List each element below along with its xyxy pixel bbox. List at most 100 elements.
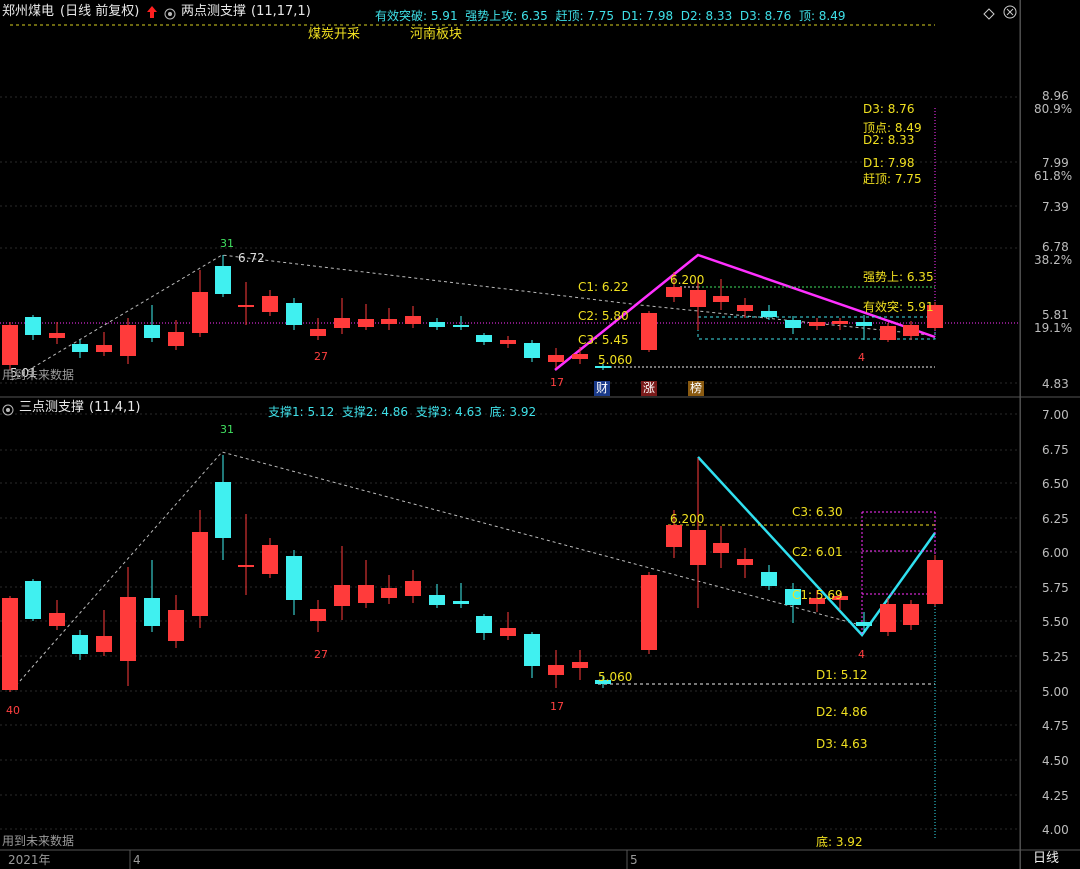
candle-body	[453, 325, 469, 327]
candle-body	[334, 318, 350, 328]
bot-y-1: 7.00	[1042, 408, 1069, 422]
bot-c2-label: C2: 6.01	[792, 545, 843, 559]
period-button[interactable]: 日线	[1033, 851, 1060, 866]
candle-body	[809, 322, 825, 326]
candle-body	[262, 296, 278, 312]
candle-body	[215, 482, 231, 538]
candle-body	[49, 333, 65, 338]
bot-mark-31: 31	[220, 423, 234, 436]
top-c2-label: C2: 5.80	[578, 309, 629, 323]
bottom-indicator-name[interactable]: 三点测支撑	[19, 400, 85, 415]
settings-icon[interactable]	[164, 5, 176, 20]
top-d2-label: D2: 8.33	[863, 133, 915, 147]
candle-body	[381, 588, 397, 598]
close-icon[interactable]	[1003, 4, 1017, 19]
top-strong-label: 强势上: 6.35	[863, 270, 934, 284]
concept-tag-2[interactable]: 河南板块	[410, 27, 463, 42]
candle-body	[120, 325, 136, 356]
candle-body	[713, 296, 729, 302]
summary-item: D3: 8.76	[739, 9, 799, 23]
top-y-7: 38.2%	[1034, 253, 1073, 267]
badge-limit-up[interactable]: 涨	[641, 381, 658, 396]
badge-ranking[interactable]: 榜	[688, 381, 705, 396]
top-y-3: 7.99	[1042, 156, 1069, 170]
candle-body	[666, 525, 682, 547]
candle-body	[310, 329, 326, 336]
candle-body	[453, 601, 469, 604]
candle-body	[429, 322, 445, 327]
candle-body	[262, 545, 278, 574]
bot-y-9: 5.00	[1042, 685, 1069, 699]
candle-body	[476, 335, 492, 342]
top-d3-label: D3: 8.76	[863, 102, 915, 116]
candle-body	[690, 530, 706, 565]
candle-body	[595, 680, 611, 684]
candle-body	[595, 366, 611, 368]
candle-body	[144, 598, 160, 626]
candle-body	[238, 305, 254, 307]
candle-body	[286, 556, 302, 600]
candle-body	[120, 597, 136, 661]
summary-item: 支撑3: 4.63	[415, 405, 490, 419]
top-y-5: 7.39	[1042, 200, 1069, 214]
candle-body	[168, 332, 184, 346]
top-y-2: 80.9%	[1034, 102, 1073, 116]
candle-body	[666, 287, 682, 297]
x-may-label: 5	[630, 853, 638, 867]
bot-price-5060: 5.060	[598, 670, 633, 684]
candle-body	[286, 303, 302, 325]
candle-body	[25, 581, 41, 619]
bot-d3-label: D3: 4.63	[816, 737, 868, 751]
candle-body	[903, 604, 919, 625]
candle-body	[72, 344, 88, 352]
candle-body	[548, 355, 564, 362]
candle-body	[2, 598, 18, 690]
candle-body	[856, 622, 872, 626]
summary-item: 赶顶: 7.75	[555, 9, 622, 23]
candle-body	[381, 319, 397, 324]
badge-finance[interactable]: 财	[594, 381, 611, 396]
candle-body	[358, 585, 374, 603]
bot-y-4: 6.25	[1042, 512, 1069, 526]
candle-body	[500, 340, 516, 344]
top-low-label: 5.01	[10, 366, 37, 380]
bottom-future-note: 用到未来数据	[2, 834, 75, 848]
top-breakout-label: 有效突: 5.91	[863, 300, 934, 314]
top-y-6: 6.78	[1042, 240, 1069, 254]
candle-body	[429, 595, 445, 605]
x-year-label: 2021年	[8, 853, 51, 867]
top-c1-label: C1: 6.22	[578, 280, 629, 294]
top-mark-31: 31	[220, 237, 234, 250]
candle-body	[737, 305, 753, 311]
top-mark-17: 17	[550, 376, 564, 389]
stock-name[interactable]: 郑州煤电	[2, 4, 55, 19]
candle-body	[192, 532, 208, 616]
bot-y-5: 6.00	[1042, 546, 1069, 560]
candle-body	[880, 326, 896, 340]
bot-mark-17: 17	[550, 700, 564, 713]
candle-body	[761, 311, 777, 317]
arrow-up-icon[interactable]	[146, 4, 158, 18]
candle-body	[927, 305, 943, 328]
bot-y-12: 4.25	[1042, 789, 1069, 803]
candle-body	[809, 598, 825, 604]
candle-body	[524, 343, 540, 358]
candle-body	[572, 662, 588, 668]
candle-body	[785, 589, 801, 605]
candle-body	[49, 613, 65, 626]
diamond-icon[interactable]	[983, 5, 995, 20]
candle-body	[310, 609, 326, 621]
summary-item: 强势上攻: 6.35	[465, 9, 556, 23]
indicator-name[interactable]: 两点测支撑	[181, 4, 247, 19]
top-summary: 有效突破: 5.91 强势上攻: 6.35 赶顶: 7.75 D1: 7.98 …	[375, 5, 846, 24]
settings-icon-bottom[interactable]	[2, 401, 14, 416]
candle-body	[405, 316, 421, 324]
bot-c3-label: C3: 6.30	[792, 505, 843, 519]
candle-body	[832, 321, 848, 324]
candle-body	[713, 543, 729, 553]
candle-body	[524, 634, 540, 666]
candle-body	[572, 354, 588, 359]
concept-tag-1[interactable]: 煤炭开采	[308, 27, 361, 42]
candle-body	[144, 325, 160, 338]
candle-body	[25, 317, 41, 335]
